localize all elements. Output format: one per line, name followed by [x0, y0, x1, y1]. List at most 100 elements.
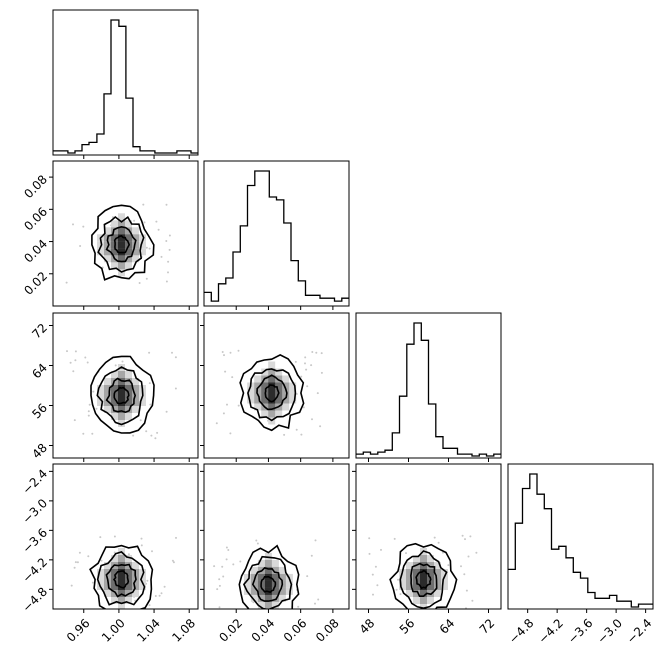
- density-cell: [250, 566, 258, 574]
- density-cell: [111, 220, 118, 228]
- density-cell: [125, 399, 132, 406]
- density-cell: [118, 371, 125, 378]
- density-cell: [139, 576, 146, 583]
- sample-point: [464, 538, 466, 541]
- density-cell: [132, 406, 139, 413]
- sample-point: [155, 220, 158, 223]
- density-cell: [111, 597, 118, 604]
- sample-point: [132, 434, 135, 437]
- y-tick-label: 56: [29, 401, 50, 422]
- density-cell: [406, 562, 413, 569]
- density-cell: [125, 371, 132, 378]
- density-cell: [427, 555, 434, 562]
- density-cell: [132, 385, 139, 392]
- density-cell: [257, 559, 265, 567]
- contour-level-4: [112, 570, 130, 589]
- sample-point: [305, 368, 308, 371]
- density-cell: [271, 601, 279, 609]
- sample-point: [300, 433, 303, 436]
- sample-point: [302, 406, 305, 409]
- sample-point: [86, 361, 89, 364]
- sample-point: [82, 432, 85, 435]
- contour-level-1: [239, 354, 305, 432]
- density-cell: [282, 382, 290, 390]
- x-tick-label: −2.4: [624, 616, 655, 647]
- sample-point: [255, 539, 258, 542]
- sample-point: [231, 376, 234, 379]
- sample-point: [319, 425, 322, 428]
- x-tick-label: 0.06: [281, 616, 310, 645]
- sample-point: [317, 598, 320, 601]
- contour-level-2: [399, 550, 448, 609]
- density-cell: [132, 234, 139, 242]
- density-cell: [125, 569, 132, 576]
- sample-point: [163, 585, 166, 588]
- sample-point: [168, 248, 171, 251]
- density-cell: [132, 590, 139, 597]
- sample-point: [371, 573, 374, 576]
- density-cell: [413, 569, 420, 576]
- density-cell: [132, 227, 139, 235]
- density-cell: [257, 601, 265, 609]
- density-cell: [132, 255, 139, 263]
- density-cell: [264, 559, 272, 567]
- sample-point: [91, 581, 94, 584]
- contour-panel-0-3: [52, 463, 199, 610]
- x-tick-label: 56: [397, 616, 418, 637]
- sample-point: [437, 541, 440, 544]
- density-cell: [125, 248, 132, 256]
- sample-point: [447, 564, 450, 567]
- sample-point: [140, 544, 143, 547]
- density-cell: [111, 569, 118, 576]
- density-cell: [399, 583, 406, 590]
- density-cell: [118, 392, 125, 399]
- density-cell: [97, 385, 104, 392]
- sample-point: [213, 565, 216, 568]
- sample-point: [393, 537, 396, 540]
- sample-point: [310, 364, 313, 367]
- sample-point: [92, 390, 95, 393]
- sample-point: [380, 548, 382, 551]
- density-cell: [104, 255, 111, 263]
- sample-point: [165, 410, 168, 413]
- density-cell: [132, 583, 139, 590]
- sample-point: [465, 589, 468, 592]
- sample-point: [165, 280, 168, 283]
- x-tick-label: −4.2: [536, 616, 567, 647]
- y-tick-label: 64: [29, 361, 50, 382]
- sample-point: [145, 246, 148, 249]
- density-cell: [104, 227, 111, 235]
- contour-level-3: [105, 377, 137, 414]
- sample-point: [368, 537, 371, 540]
- sample-point: [397, 578, 399, 581]
- contour-level-3: [410, 562, 438, 598]
- density-cell: [434, 583, 441, 590]
- sample-point: [316, 392, 319, 395]
- histogram-frame: [52, 9, 199, 156]
- density-cell: [125, 255, 132, 263]
- density-cell: [118, 597, 125, 604]
- density-cell: [275, 368, 283, 376]
- density-cell: [111, 590, 118, 597]
- sample-point: [224, 370, 227, 373]
- density-cell: [104, 378, 111, 385]
- density-cell: [275, 410, 283, 418]
- sample-point: [148, 351, 151, 354]
- sample-point: [87, 410, 90, 413]
- density-cell: [406, 576, 413, 583]
- contour-panel-0-1: [52, 160, 199, 307]
- density-cell: [104, 590, 111, 597]
- density-cell: [118, 262, 125, 270]
- density-cell: [139, 241, 146, 249]
- sample-point: [171, 351, 173, 354]
- contour-level-1: [238, 544, 300, 609]
- sample-point: [146, 579, 149, 582]
- x-tick-label: −4.8: [506, 616, 537, 647]
- density-cell: [264, 552, 272, 560]
- sample-point: [413, 610, 415, 612]
- sample-point: [295, 393, 298, 395]
- density-cell: [97, 399, 104, 406]
- sample-point: [113, 551, 116, 554]
- contour-level-2: [96, 550, 146, 606]
- sample-point: [78, 551, 81, 554]
